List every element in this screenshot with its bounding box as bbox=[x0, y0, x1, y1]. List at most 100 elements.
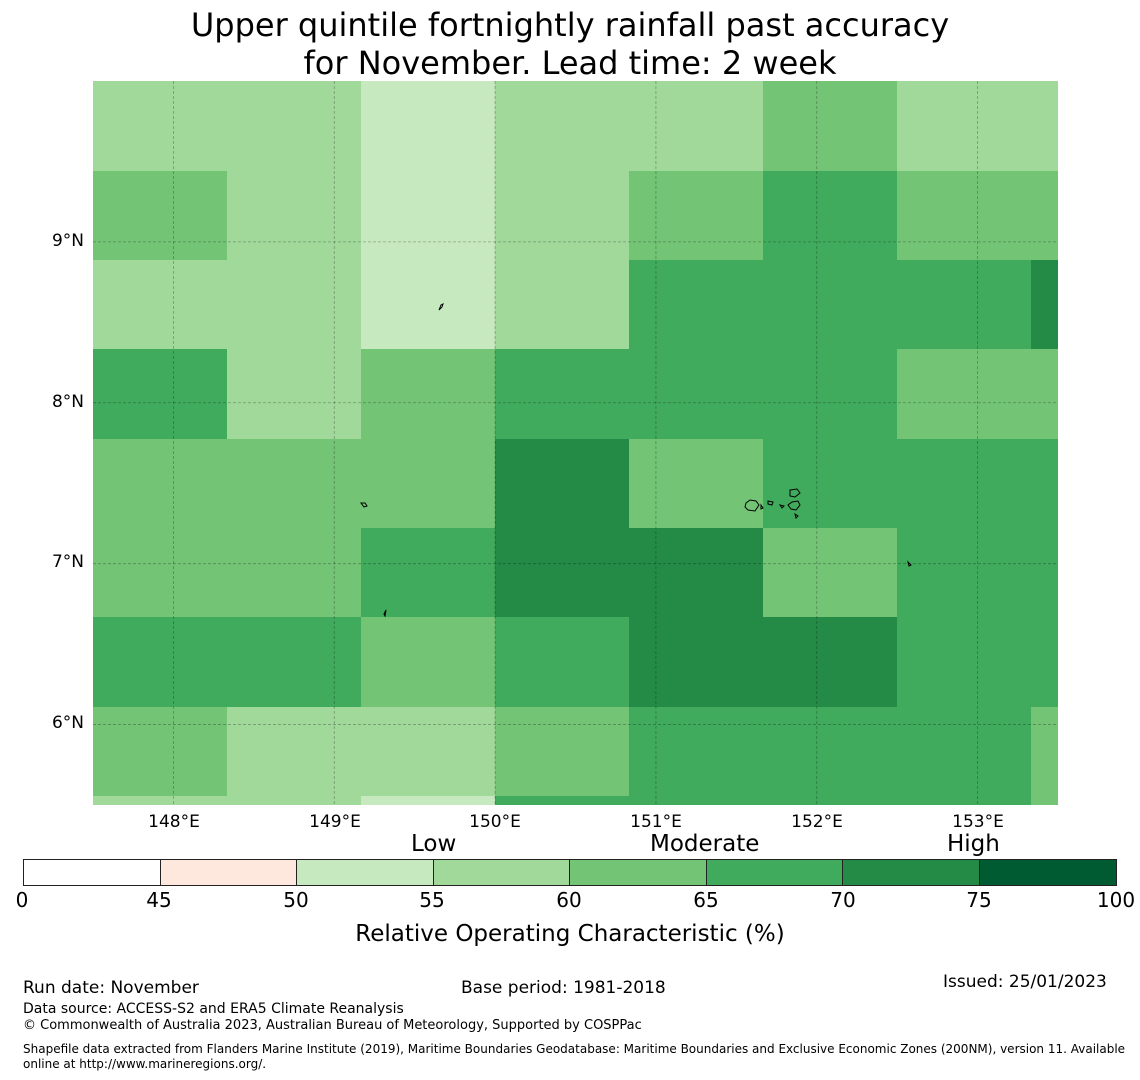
grid-cell bbox=[763, 617, 897, 707]
map-title-line2: for November. Lead time: 2 week bbox=[303, 44, 837, 82]
grid-cell bbox=[629, 439, 763, 528]
island-outline bbox=[794, 512, 799, 519]
grid-cell bbox=[361, 439, 495, 528]
grid-cell bbox=[763, 439, 897, 528]
copyright-notice: © Commonwealth of Australia 2023, Austra… bbox=[23, 1018, 642, 1033]
grid-cell bbox=[763, 796, 897, 805]
lat-label-8n: 8°N bbox=[51, 392, 84, 412]
grid-cell bbox=[93, 260, 227, 349]
grid-cell bbox=[495, 707, 629, 796]
grid-cell bbox=[227, 81, 361, 171]
grid-cell bbox=[763, 349, 897, 439]
island-outline bbox=[787, 500, 801, 511]
grid-cell bbox=[629, 528, 763, 617]
grid-cell bbox=[227, 796, 361, 805]
legend-tick-65: 65 bbox=[693, 888, 719, 912]
lon-label-151e: 151°E bbox=[630, 812, 682, 832]
grid-cell bbox=[1031, 796, 1058, 805]
issued-date: Issued: 25/01/2023 bbox=[943, 972, 1107, 992]
legend-tick-100: 100 bbox=[1096, 888, 1136, 912]
lon-label-150e: 150°E bbox=[469, 812, 521, 832]
legend-tick-70: 70 bbox=[830, 888, 856, 912]
island-outline bbox=[778, 504, 785, 509]
island-outline bbox=[383, 609, 387, 618]
lon-label-149e: 149°E bbox=[309, 812, 361, 832]
lon-label-153e: 153°E bbox=[952, 812, 1004, 832]
grid-cell bbox=[361, 260, 495, 349]
grid-cell bbox=[763, 171, 897, 260]
grid-cell bbox=[93, 349, 227, 439]
legend-category-moderate: Moderate bbox=[650, 831, 760, 857]
map-title-line1: Upper quintile fortnightly rainfall past… bbox=[190, 6, 950, 44]
legend-tick-45: 45 bbox=[146, 888, 172, 912]
grid-cell bbox=[897, 617, 1031, 707]
grid-cell bbox=[1031, 81, 1058, 171]
lon-label-152e: 152°E bbox=[791, 812, 843, 832]
legend-category-low: Low bbox=[411, 831, 457, 857]
run-date: Run date: November bbox=[23, 978, 199, 998]
grid-cell bbox=[1031, 439, 1058, 528]
graticule-lines bbox=[93, 81, 1058, 805]
colorbar-segment bbox=[706, 860, 843, 885]
grid-cell bbox=[361, 796, 495, 805]
rainfall-accuracy-map bbox=[93, 81, 1058, 805]
grid-cell bbox=[227, 171, 361, 260]
legend-tick-75: 75 bbox=[966, 888, 992, 912]
grid-cell bbox=[361, 349, 495, 439]
grid-cell bbox=[495, 796, 629, 805]
lat-label-6n: 6°N bbox=[51, 713, 84, 733]
grid-cell bbox=[93, 707, 227, 796]
grid-cell bbox=[1031, 171, 1058, 260]
grid-cell bbox=[897, 171, 1031, 260]
data-source: Data source: ACCESS-S2 and ERA5 Climate … bbox=[23, 1001, 404, 1017]
legend-tick-60: 60 bbox=[556, 888, 582, 912]
grid-cell bbox=[629, 81, 763, 171]
grid-cell bbox=[897, 707, 1031, 796]
grid-cell bbox=[227, 617, 361, 707]
grid-cell bbox=[629, 171, 763, 260]
grid-cell bbox=[495, 349, 629, 439]
colorbar-segment bbox=[24, 860, 161, 885]
grid-cell bbox=[93, 439, 227, 528]
grid-cell bbox=[495, 260, 629, 349]
grid-cell bbox=[93, 528, 227, 617]
grid-cell bbox=[897, 439, 1031, 528]
grid-cell bbox=[1031, 707, 1058, 796]
grid-cell bbox=[93, 81, 227, 171]
grid-cell bbox=[1031, 528, 1058, 617]
grid-cell bbox=[495, 81, 629, 171]
island-outline bbox=[438, 303, 444, 311]
base-period: Base period: 1981-2018 bbox=[461, 978, 666, 998]
grid-cell bbox=[93, 171, 227, 260]
grid-cell bbox=[629, 796, 763, 805]
grid-cell bbox=[897, 528, 1031, 617]
grid-cell bbox=[763, 528, 897, 617]
legend-axis-label: Relative Operating Characteristic (%) bbox=[355, 921, 785, 947]
grid-cell bbox=[227, 349, 361, 439]
grid-cell bbox=[629, 617, 763, 707]
grid-cell bbox=[897, 349, 1031, 439]
grid-cell bbox=[763, 707, 897, 796]
grid-cell bbox=[1031, 260, 1058, 349]
grid-cell bbox=[1031, 349, 1058, 439]
grid-cell bbox=[495, 528, 629, 617]
grid-cell bbox=[361, 528, 495, 617]
grid-cell bbox=[495, 171, 629, 260]
grid-cell bbox=[361, 617, 495, 707]
grid-cell bbox=[495, 617, 629, 707]
legend-colorbar bbox=[23, 859, 1117, 886]
grid-cell bbox=[629, 349, 763, 439]
lat-label-7n: 7°N bbox=[51, 552, 84, 572]
colorbar-segment bbox=[979, 860, 1116, 885]
legend-category-high: High bbox=[947, 831, 1000, 857]
island-outline bbox=[907, 560, 912, 567]
island-outline bbox=[767, 500, 774, 506]
grid-cell bbox=[897, 796, 1031, 805]
colorbar-segment bbox=[297, 860, 434, 885]
grid-cell bbox=[495, 439, 629, 528]
grid-cell bbox=[629, 707, 763, 796]
lon-label-148e: 148°E bbox=[148, 812, 200, 832]
island-outlines bbox=[360, 303, 912, 618]
grid-cell bbox=[1031, 617, 1058, 707]
island-outline bbox=[744, 499, 760, 512]
